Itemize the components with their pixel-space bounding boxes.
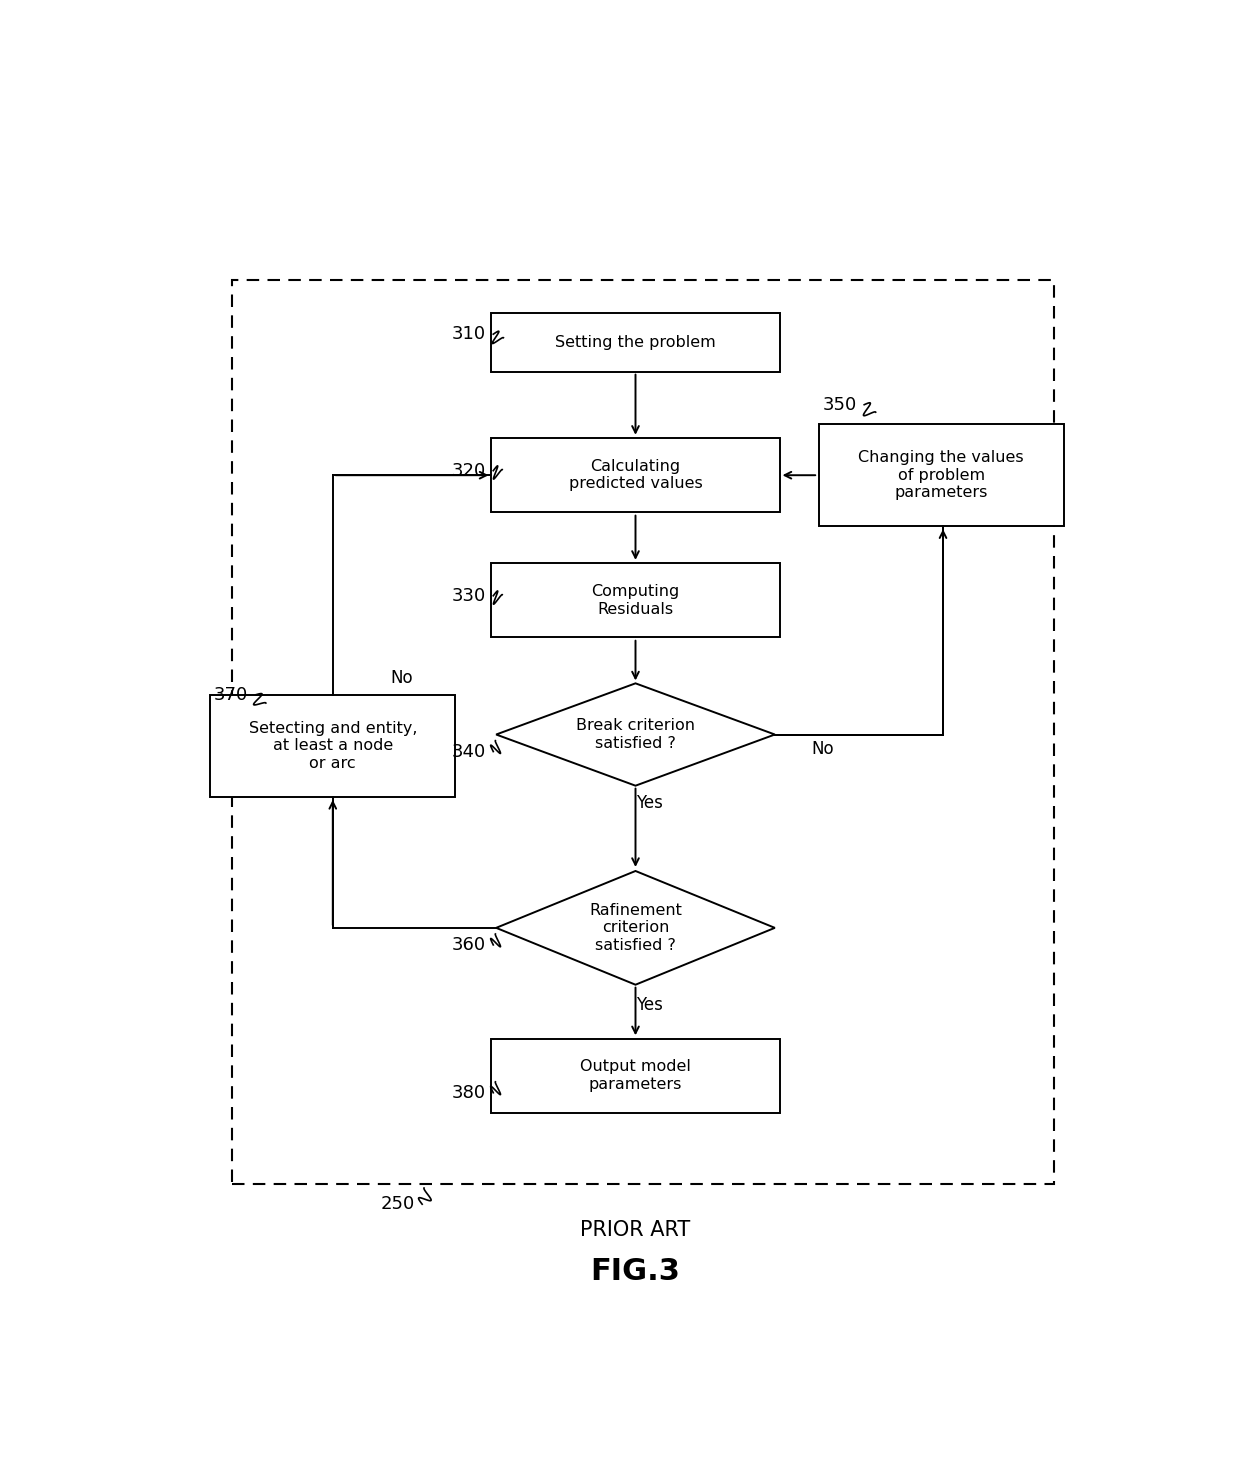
- Text: Setecting and entity,
at least a node
or arc: Setecting and entity, at least a node or…: [248, 721, 417, 771]
- Text: Output model
parameters: Output model parameters: [580, 1059, 691, 1092]
- Text: Changing the values
of problem
parameters: Changing the values of problem parameter…: [858, 450, 1024, 501]
- Text: No: No: [812, 740, 835, 758]
- Text: Yes: Yes: [636, 793, 663, 812]
- Text: 370: 370: [215, 685, 248, 703]
- Bar: [211, 694, 455, 798]
- Text: Rafinement
criterion
satisfied ?: Rafinement criterion satisfied ?: [589, 902, 682, 953]
- Bar: [818, 424, 1064, 526]
- Text: PRIOR ART: PRIOR ART: [580, 1220, 691, 1241]
- Polygon shape: [496, 684, 775, 786]
- Text: 250: 250: [381, 1195, 414, 1213]
- Text: Setting the problem: Setting the problem: [556, 335, 715, 350]
- Text: 330: 330: [451, 586, 486, 604]
- Text: 380: 380: [451, 1084, 486, 1102]
- Bar: [491, 313, 780, 372]
- Text: 340: 340: [451, 743, 486, 761]
- Text: 360: 360: [451, 936, 486, 954]
- Text: FIG.3: FIG.3: [590, 1257, 681, 1286]
- Bar: [491, 439, 780, 513]
- Text: Calculating
predicted values: Calculating predicted values: [569, 459, 702, 492]
- Bar: [491, 563, 780, 637]
- Text: Break criterion
satisfied ?: Break criterion satisfied ?: [577, 718, 694, 750]
- Polygon shape: [496, 871, 775, 985]
- Bar: [232, 279, 1054, 1183]
- Text: 350: 350: [822, 396, 857, 414]
- Text: 310: 310: [451, 325, 486, 343]
- Text: Yes: Yes: [636, 995, 663, 1015]
- Text: No: No: [391, 669, 413, 687]
- Text: Computing
Residuals: Computing Residuals: [591, 583, 680, 616]
- Text: 320: 320: [451, 462, 486, 480]
- Bar: [491, 1038, 780, 1112]
